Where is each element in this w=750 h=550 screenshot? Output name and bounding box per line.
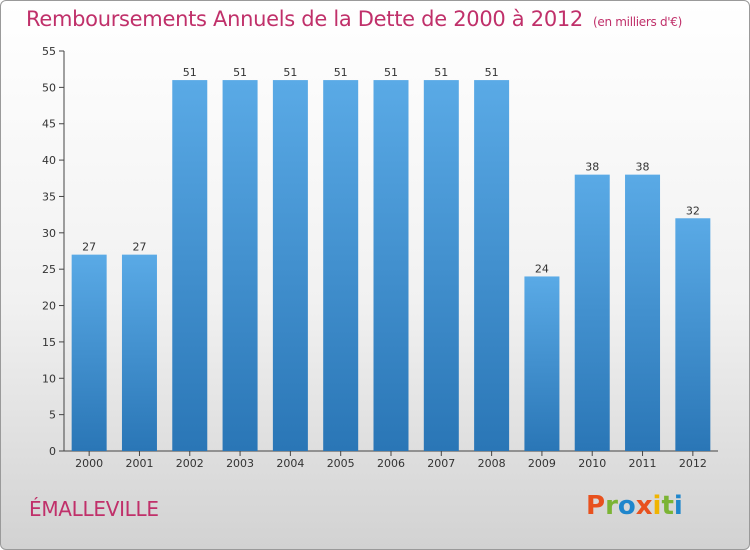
data-label-2006: 51: [384, 66, 398, 79]
y-tick-label: 20: [42, 300, 56, 313]
bar-2006: [373, 80, 409, 451]
data-label-2000: 27: [82, 241, 96, 254]
y-tick-label: 5: [49, 409, 56, 422]
x-tick-label-2000: 2000: [75, 457, 103, 470]
bar-2009: [524, 276, 560, 451]
data-label-2007: 51: [434, 66, 448, 79]
x-tick-label-2006: 2006: [377, 457, 405, 470]
x-tick-label-2003: 2003: [226, 457, 254, 470]
data-label-2001: 27: [132, 241, 146, 254]
x-tick-label-2010: 2010: [578, 457, 606, 470]
logo-letter: o: [617, 491, 636, 521]
bar-2011: [625, 174, 661, 452]
y-tick-label: 55: [42, 45, 56, 58]
x-tick-label-2001: 2001: [125, 457, 153, 470]
y-tick-label: 35: [42, 190, 56, 203]
x-tick-label-2011: 2011: [629, 457, 657, 470]
bar-2007: [423, 80, 459, 451]
y-tick-label: 45: [42, 118, 56, 131]
bar-2003: [222, 80, 258, 451]
logo-letter: x: [635, 491, 653, 521]
data-label-2002: 51: [183, 66, 197, 79]
data-labels: 27 27 51 51 51 51 51 51 51 24 38 38 32: [82, 66, 700, 275]
x-axis: 2000 2001 2002 2003 2004 2005 2006 2007 2008 2009…: [64, 450, 718, 470]
y-tick-label: 15: [42, 336, 56, 349]
commune-name: ÉMALLEVILLE: [29, 497, 159, 521]
bar-2001: [121, 254, 157, 451]
proxiti-logo: Proxiti: [586, 491, 683, 521]
data-label-2011: 38: [636, 161, 650, 174]
bar-2004: [272, 80, 308, 451]
x-tick-label-2012: 2012: [679, 457, 707, 470]
x-tick-label-2008: 2008: [478, 457, 506, 470]
data-label-2005: 51: [334, 66, 348, 79]
unit-note: (en milliers d'€): [593, 15, 683, 29]
bar-2010: [574, 174, 610, 452]
x-tick-label-2005: 2005: [327, 457, 355, 470]
bar-2005: [323, 80, 359, 451]
y-axis: 0 5 10 15 20 25 30 35 40 45 50 55: [42, 45, 65, 458]
bars: [71, 80, 711, 452]
y-tick-label: 30: [42, 227, 56, 240]
data-label-2010: 38: [585, 161, 599, 174]
logo-letter: i: [652, 491, 662, 521]
x-tick-label-2009: 2009: [528, 457, 556, 470]
x-tick-label-2002: 2002: [176, 457, 204, 470]
y-tick-label: 10: [42, 372, 56, 385]
logo-letter: P: [586, 491, 606, 521]
y-tick-label: 50: [42, 81, 56, 94]
bar-2008: [474, 80, 510, 451]
bar-2002: [172, 80, 208, 451]
data-label-2004: 51: [283, 66, 297, 79]
data-label-2009: 24: [535, 262, 549, 275]
x-tick-label-2007: 2007: [427, 457, 455, 470]
x-tick-label-2004: 2004: [276, 457, 304, 470]
chart-title: Remboursements Annuels de la Dette de 20…: [26, 7, 682, 31]
data-label-2012: 32: [686, 204, 700, 217]
bar-2000: [71, 254, 107, 451]
y-tick-label: 0: [49, 445, 56, 458]
logo-letter: t: [661, 491, 674, 521]
chart-title-text: Remboursements Annuels de la Dette de 20…: [26, 7, 583, 31]
y-tick-label: 25: [42, 263, 56, 276]
y-tick-label: 40: [42, 154, 56, 167]
data-label-2008: 51: [485, 66, 499, 79]
logo-letter: i: [673, 491, 683, 521]
data-label-2003: 51: [233, 66, 247, 79]
logo-letter: r: [605, 491, 618, 521]
bar-2012: [675, 218, 711, 451]
